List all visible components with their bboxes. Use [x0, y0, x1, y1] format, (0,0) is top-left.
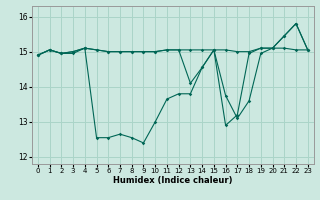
X-axis label: Humidex (Indice chaleur): Humidex (Indice chaleur): [113, 176, 233, 185]
